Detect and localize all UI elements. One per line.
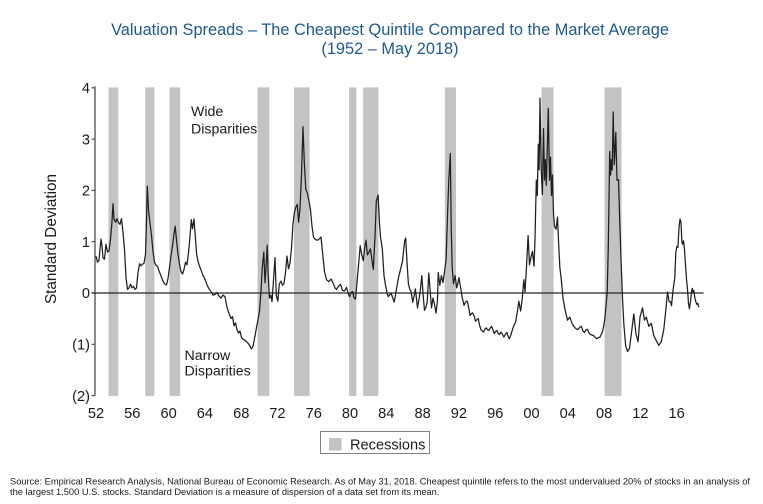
svg-text:4: 4 xyxy=(82,81,90,97)
svg-text:Valuation Spreads – The Cheape: Valuation Spreads – The Cheapest Quintil… xyxy=(111,21,669,39)
svg-text:56: 56 xyxy=(124,406,140,422)
svg-text:(1952 – May 2018): (1952 – May 2018) xyxy=(321,40,458,58)
svg-text:92: 92 xyxy=(451,406,467,422)
svg-text:Source: Empirical Research Ana: Source: Empirical Research Analysis, Nat… xyxy=(10,477,750,487)
svg-text:(1): (1) xyxy=(72,338,90,354)
svg-text:0: 0 xyxy=(82,286,90,302)
svg-text:Recessions: Recessions xyxy=(350,437,425,453)
svg-text:52: 52 xyxy=(88,406,104,422)
svg-text:72: 72 xyxy=(269,406,285,422)
svg-text:Disparities: Disparities xyxy=(185,363,251,379)
svg-text:04: 04 xyxy=(560,406,576,422)
svg-text:Wide: Wide xyxy=(191,104,223,120)
svg-text:1: 1 xyxy=(82,235,90,251)
svg-text:16: 16 xyxy=(668,406,684,422)
svg-text:80: 80 xyxy=(342,406,358,422)
svg-text:08: 08 xyxy=(596,406,612,422)
svg-text:Standard Deviation: Standard Deviation xyxy=(43,174,60,304)
svg-text:76: 76 xyxy=(306,406,322,422)
svg-text:3: 3 xyxy=(82,132,90,148)
svg-text:88: 88 xyxy=(414,406,430,422)
svg-text:00: 00 xyxy=(523,406,539,422)
svg-text:2: 2 xyxy=(82,184,90,200)
svg-text:64: 64 xyxy=(197,406,213,422)
svg-text:12: 12 xyxy=(632,406,648,422)
svg-text:60: 60 xyxy=(160,406,176,422)
svg-text:(2): (2) xyxy=(72,389,90,405)
svg-text:Narrow: Narrow xyxy=(185,348,231,364)
svg-text:96: 96 xyxy=(487,406,503,422)
svg-text:68: 68 xyxy=(233,406,249,422)
svg-text:84: 84 xyxy=(378,406,394,422)
svg-text:Disparities: Disparities xyxy=(191,121,257,137)
svg-text:the largest 1,500 U.S. stocks.: the largest 1,500 U.S. stocks. Standard … xyxy=(10,487,439,497)
